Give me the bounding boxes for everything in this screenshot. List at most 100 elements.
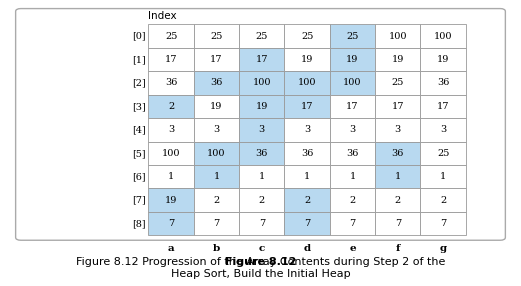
Bar	[239, 165, 284, 188]
Bar	[239, 212, 284, 235]
Text: 25: 25	[165, 31, 177, 41]
Text: d: d	[304, 244, 311, 253]
Bar	[420, 71, 466, 95]
Bar	[330, 142, 375, 165]
Text: 100: 100	[298, 78, 316, 88]
Bar	[239, 142, 284, 165]
Bar	[194, 24, 239, 48]
Text: [6]: [6]	[132, 172, 146, 181]
Bar	[375, 188, 420, 212]
Text: 17: 17	[165, 55, 177, 64]
Text: Figure 8.12: Figure 8.12	[0, 285, 1, 286]
Bar	[420, 48, 466, 71]
Text: 3: 3	[214, 125, 219, 134]
Text: Index: Index	[148, 11, 177, 21]
Bar	[420, 24, 466, 48]
Text: 36: 36	[256, 149, 268, 158]
Text: [3]: [3]	[132, 102, 146, 111]
Text: Figure 8.12 Progression of the Array Contents during Step 2 of the
Heap Sort, Bu: Figure 8.12 Progression of the Array Con…	[76, 257, 445, 279]
Text: 25: 25	[437, 149, 449, 158]
Text: 7: 7	[168, 219, 174, 228]
Text: 19: 19	[165, 196, 177, 205]
Text: 7: 7	[259, 219, 265, 228]
Bar	[148, 165, 194, 188]
Bar	[330, 95, 375, 118]
Text: 7: 7	[304, 219, 310, 228]
Text: [5]: [5]	[132, 149, 146, 158]
Text: 17: 17	[301, 102, 313, 111]
Bar	[194, 165, 239, 188]
Bar	[148, 48, 194, 71]
Text: 2: 2	[304, 196, 310, 205]
Text: 25: 25	[256, 31, 268, 41]
Bar	[375, 95, 420, 118]
Bar	[330, 48, 375, 71]
Bar	[194, 212, 239, 235]
Bar	[375, 165, 420, 188]
Text: 1: 1	[168, 172, 174, 181]
Text: 36: 36	[210, 78, 222, 88]
Text: 2: 2	[168, 102, 174, 111]
Text: 25: 25	[392, 78, 404, 88]
Text: a: a	[168, 244, 175, 253]
Text: 100: 100	[434, 31, 452, 41]
Text: 2: 2	[440, 196, 446, 205]
Text: 1: 1	[440, 172, 446, 181]
Text: Figure 8.12: Figure 8.12	[225, 257, 296, 267]
Text: Figure 8.12 Progression of the Array Contents during Step 2 of the
Heap Sort, Bu: Figure 8.12 Progression of the Array Con…	[0, 285, 1, 286]
Bar	[239, 188, 284, 212]
Bar	[148, 71, 194, 95]
Text: 25: 25	[346, 31, 358, 41]
Bar	[284, 118, 330, 142]
Text: 100: 100	[207, 149, 226, 158]
Text: 25: 25	[210, 31, 222, 41]
Bar	[284, 188, 330, 212]
Text: [4]: [4]	[132, 125, 146, 134]
Text: c: c	[259, 244, 265, 253]
Bar	[330, 165, 375, 188]
Text: 3: 3	[259, 125, 265, 134]
Bar	[420, 188, 466, 212]
Text: f: f	[395, 244, 400, 253]
Text: 1: 1	[214, 172, 219, 181]
Text: 19: 19	[437, 55, 449, 64]
Text: 1: 1	[304, 172, 310, 181]
Text: 100: 100	[343, 78, 362, 88]
Bar	[239, 118, 284, 142]
Bar	[375, 212, 420, 235]
Bar	[375, 71, 420, 95]
Bar	[330, 24, 375, 48]
Bar	[284, 95, 330, 118]
Text: e: e	[349, 244, 356, 253]
Bar	[194, 118, 239, 142]
Text: 100: 100	[389, 31, 407, 41]
Text: 7: 7	[440, 219, 446, 228]
Text: 17: 17	[210, 55, 222, 64]
Bar	[375, 142, 420, 165]
Bar	[284, 24, 330, 48]
Bar	[194, 142, 239, 165]
Bar	[375, 48, 420, 71]
Text: 19: 19	[301, 55, 313, 64]
Text: 3: 3	[304, 125, 310, 134]
Bar	[284, 48, 330, 71]
Bar	[420, 212, 466, 235]
Text: 36: 36	[346, 149, 358, 158]
Text: 2: 2	[259, 196, 265, 205]
Text: [1]: [1]	[132, 55, 146, 64]
Text: [0]: [0]	[132, 31, 146, 41]
Text: 36: 36	[165, 78, 177, 88]
Text: 3: 3	[440, 125, 446, 134]
Bar	[375, 118, 420, 142]
Bar	[194, 48, 239, 71]
Text: 25: 25	[301, 31, 313, 41]
Bar	[420, 118, 466, 142]
Bar	[148, 24, 194, 48]
Bar	[284, 165, 330, 188]
Bar	[420, 142, 466, 165]
Bar	[330, 188, 375, 212]
Text: 2: 2	[350, 196, 355, 205]
Text: 17: 17	[437, 102, 449, 111]
Bar	[239, 48, 284, 71]
Text: 100: 100	[162, 149, 180, 158]
